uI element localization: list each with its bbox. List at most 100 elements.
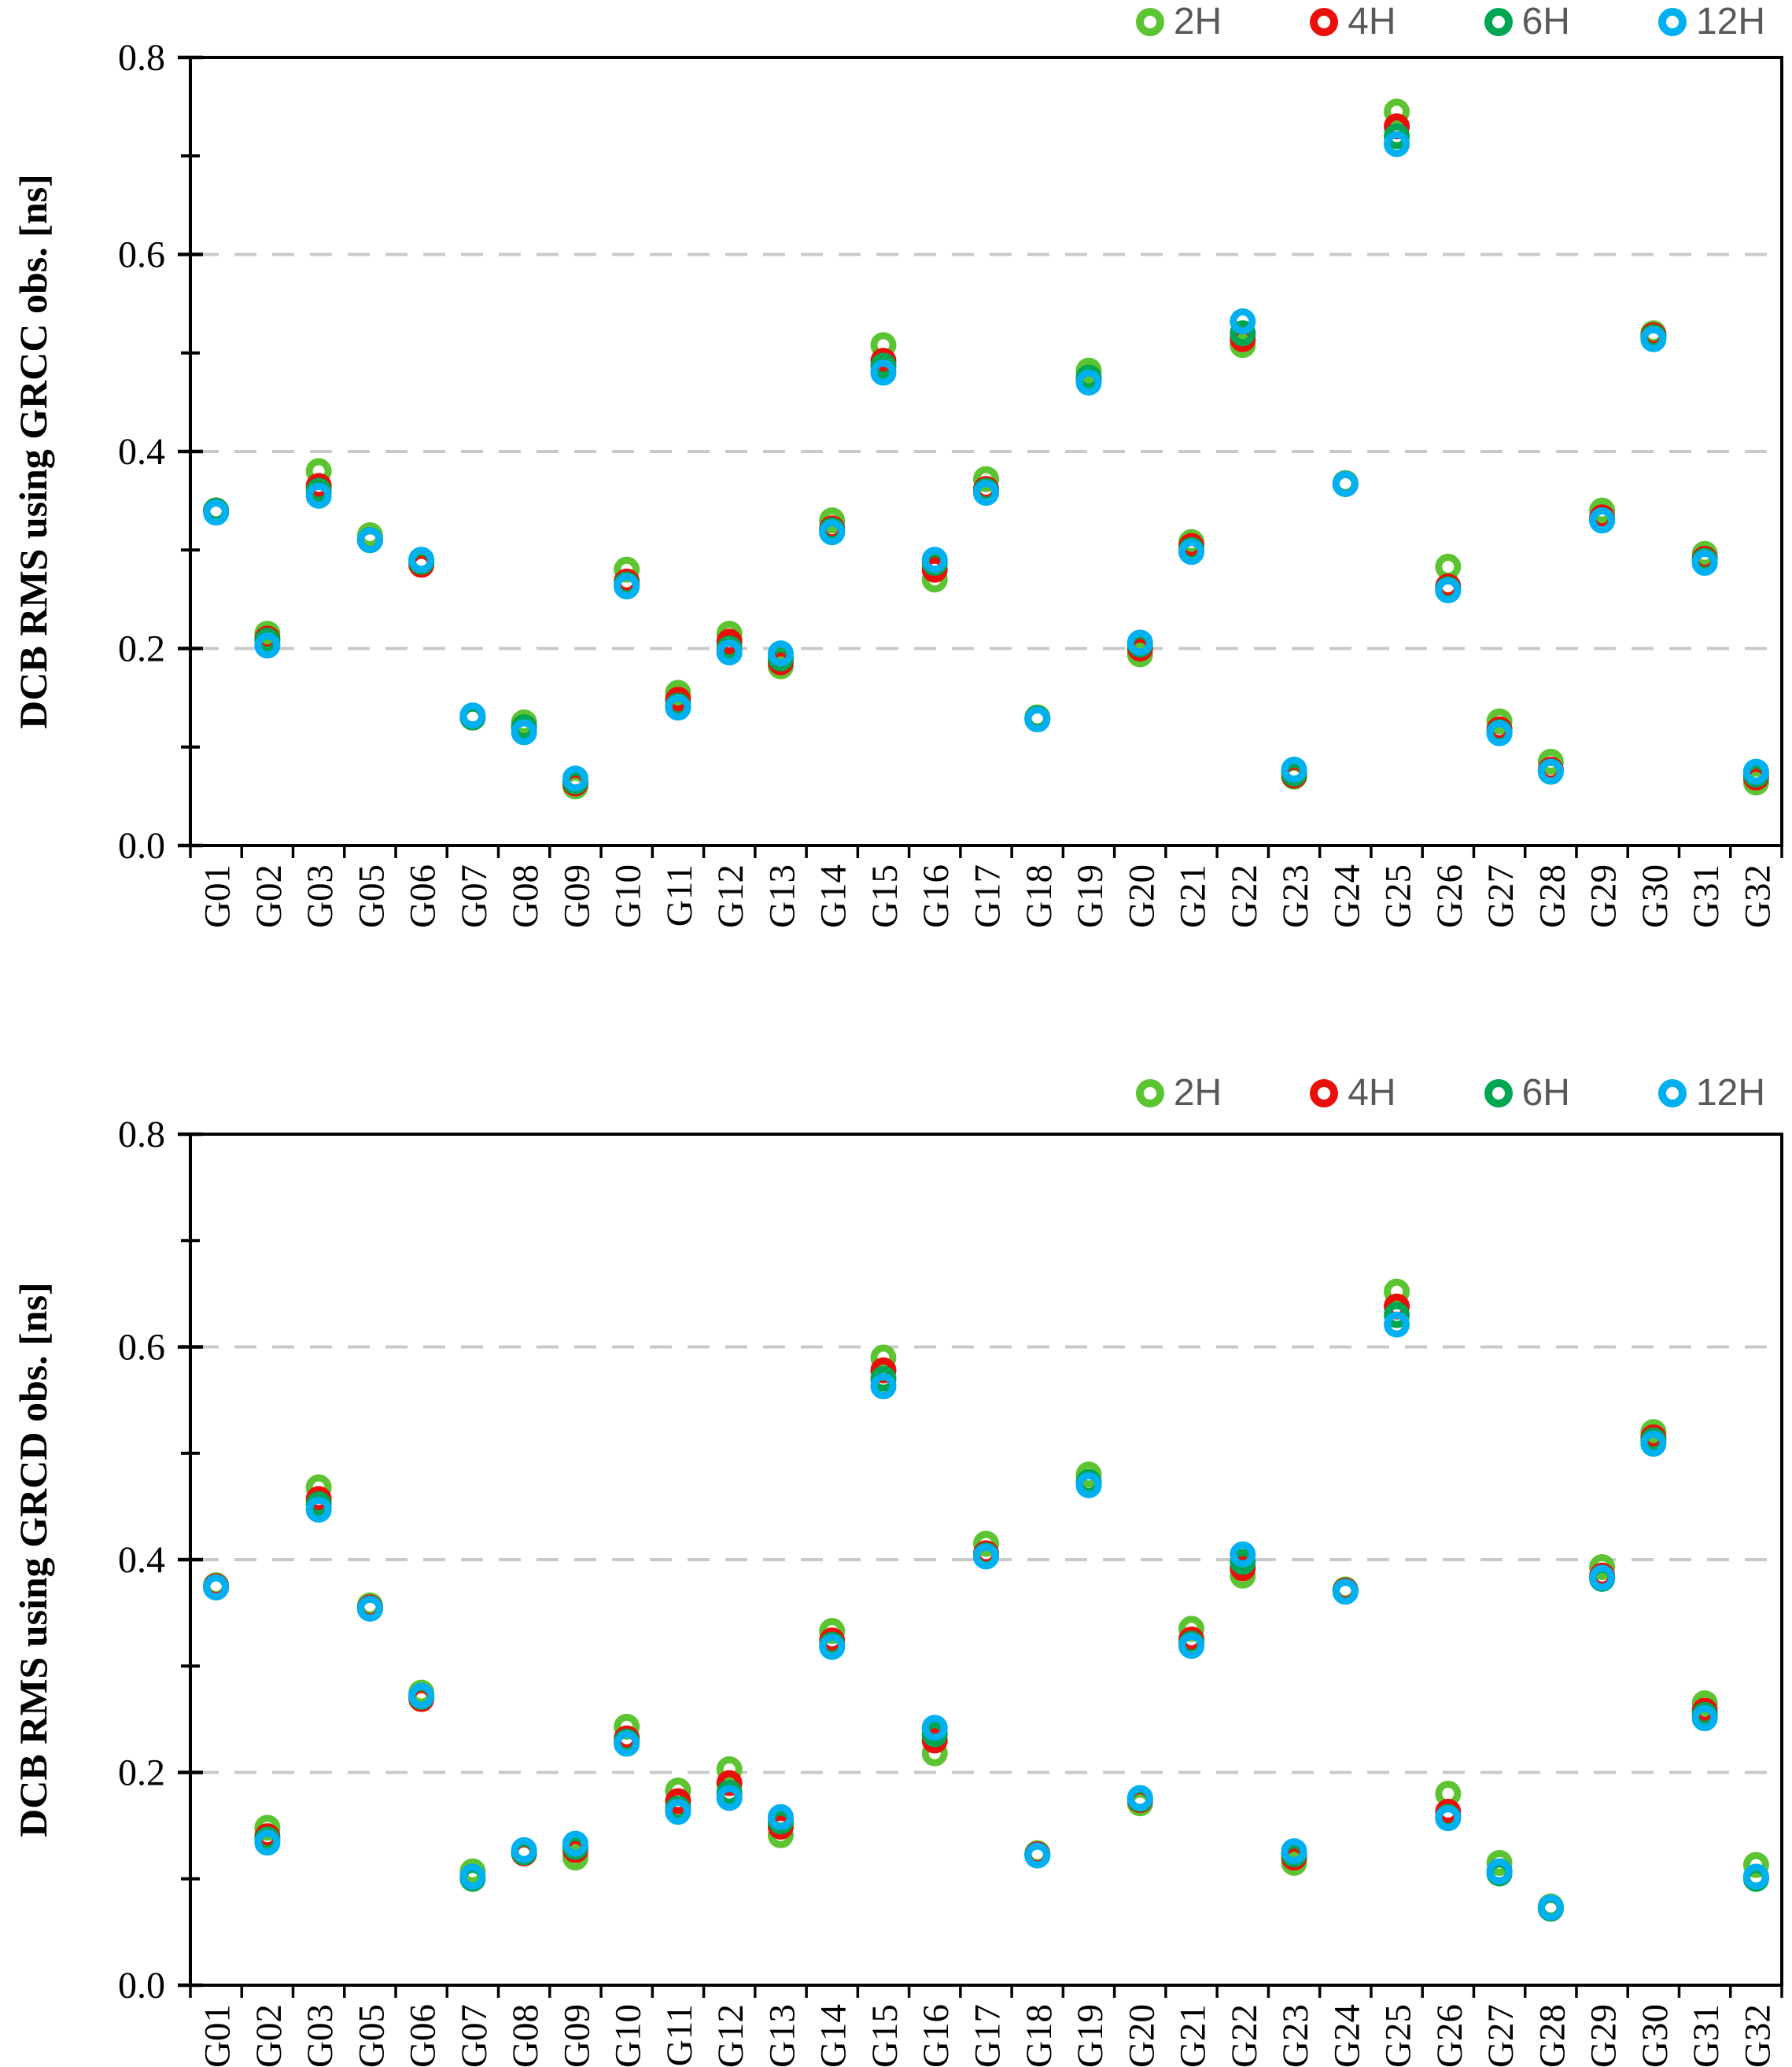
x-category-label: G03	[300, 2004, 341, 2067]
x-category-label: G14	[813, 2004, 854, 2067]
data-point-grcd-6h-g25	[1384, 1302, 1410, 1328]
x-category-label: G32	[1737, 2004, 1778, 2067]
data-point-grcd-12h-g03	[305, 1496, 332, 1523]
data-point-grcd-12h-g05	[356, 1595, 383, 1622]
x-category-label: G26	[1429, 864, 1470, 928]
x-category-label: G02	[249, 864, 289, 928]
data-point-grcc-12h-g29	[1589, 507, 1616, 534]
x-category-label: G06	[403, 2004, 444, 2067]
data-point-grcd-12h-g31	[1691, 1705, 1718, 1732]
y-tick-label: 0.0	[118, 825, 165, 867]
legend-item-12h: 12H	[1657, 1072, 1765, 1114]
x-category-label: G18	[1019, 864, 1060, 928]
ring-icon-6h	[1484, 8, 1513, 36]
x-category-label: G28	[1532, 864, 1573, 928]
data-point-grcc-12h-g03	[305, 482, 332, 509]
data-point-grcc-12h-g13	[767, 640, 794, 667]
data-point-grcc-12h-g08	[511, 719, 537, 746]
data-point-grcc-12h-g11	[665, 695, 691, 721]
x-category-label: G30	[1635, 864, 1676, 928]
x-category-label: G13	[761, 2004, 802, 2067]
data-point-grcd-12h-g07	[459, 1863, 486, 1890]
data-point-grcc-12h-g06	[408, 547, 435, 573]
x-category-label: G14	[813, 864, 854, 928]
x-category-label: G25	[1378, 864, 1419, 928]
data-point-grcd-12h-g02	[254, 1829, 281, 1856]
x-category-label: G08	[505, 2004, 546, 2067]
data-point-grcc-12h-g10	[614, 573, 640, 600]
data-point-grcd-12h-g01	[203, 1574, 230, 1601]
data-point-grcd-2h-g12	[716, 1756, 743, 1782]
legend-label-12h: 12H	[1695, 1072, 1765, 1114]
data-point-grcc-12h-g18	[1024, 706, 1051, 733]
data-point-grcc-12h-g01	[203, 499, 230, 526]
x-category-label: G16	[916, 864, 957, 928]
data-point-grcd-12h-g25	[1384, 1311, 1410, 1338]
x-category-label: G27	[1480, 2004, 1521, 2067]
y-tick-label: 0.6	[118, 234, 165, 276]
x-category-label: G16	[916, 2004, 957, 2067]
legend-grcc: 2H 4H 6H 12H	[1135, 1, 1765, 42]
y-tick-label: 0.2	[118, 1752, 165, 1794]
ring-icon-6h	[1484, 1079, 1513, 1107]
data-point-grcc-12h-g31	[1691, 550, 1718, 577]
x-category-label: G03	[300, 864, 341, 928]
data-point-grcd-2h-g32	[1742, 1851, 1769, 1878]
x-category-label: G08	[505, 864, 546, 928]
data-point-grcc-12h-g27	[1486, 720, 1513, 746]
x-category-label: G02	[249, 2004, 289, 2067]
data-point-grcd-12h-g19	[1075, 1472, 1102, 1498]
data-point-grcd-12h-g11	[665, 1799, 691, 1826]
x-category-label: G32	[1737, 864, 1778, 928]
x-category-label: G25	[1378, 2004, 1419, 2067]
x-category-label: G12	[710, 864, 751, 928]
legend-label-2h: 2H	[1173, 1072, 1222, 1114]
x-category-label: G31	[1686, 2004, 1727, 2067]
y-tick-label: 0.6	[118, 1327, 165, 1369]
legend-item-4h: 4H	[1310, 3, 1396, 41]
ring-icon-12h	[1657, 1079, 1687, 1107]
data-point-grcd-12h-g30	[1640, 1431, 1667, 1457]
data-point-grcd-12h-g21	[1178, 1633, 1205, 1660]
data-point-grcd-12h-g22	[1230, 1541, 1256, 1568]
x-category-label: G23	[1275, 2004, 1316, 2067]
x-category-label: G05	[351, 2004, 392, 2067]
x-category-label: G06	[403, 864, 444, 928]
data-point-grcd-12h-g18	[1024, 1842, 1051, 1869]
data-point-grcd-2h-g17	[973, 1531, 999, 1557]
x-category-label: G15	[865, 2004, 905, 2067]
data-point-grcc-12h-g12	[716, 639, 743, 666]
x-category-label: G10	[608, 2004, 649, 2067]
y-tick-label: 0.8	[118, 37, 165, 79]
legend-label-4h: 4H	[1348, 1, 1396, 42]
data-point-grcc-12h-g24	[1332, 470, 1359, 497]
data-point-grcd-12h-g10	[614, 1730, 640, 1757]
x-category-label: G22	[1224, 2004, 1265, 2067]
legend-label-6h: 6H	[1521, 1072, 1570, 1114]
x-category-label: G28	[1532, 2004, 1573, 2067]
data-point-grcc-12h-g20	[1126, 629, 1153, 656]
legend-label-12h: 12H	[1695, 1, 1765, 42]
data-point-grcc-12h-g14	[819, 519, 846, 546]
y-tick-label: 0.8	[118, 1114, 165, 1155]
legend-grcd: 2H 4H 6H 12H	[1135, 1072, 1765, 1114]
x-category-label: G24	[1326, 864, 1367, 928]
x-category-label: G17	[968, 2004, 1008, 2067]
legend-label-6h: 6H	[1521, 1, 1570, 42]
x-category-label: G18	[1019, 2004, 1060, 2067]
data-point-grcd-12h-g28	[1537, 1894, 1564, 1921]
data-point-grcd-12h-g15	[870, 1373, 897, 1400]
data-point-grcd-4h-g12	[716, 1770, 743, 1796]
data-point-grcd-12h-g14	[819, 1634, 846, 1660]
data-point-grcc-12h-g23	[1281, 757, 1307, 783]
data-point-grcc-12h-g15	[870, 359, 897, 386]
data-point-grcc-12h-g05	[356, 527, 383, 554]
data-point-grcc-12h-g02	[254, 632, 281, 659]
x-category-label: G26	[1429, 2004, 1470, 2067]
data-point-grcd-12h-g27	[1486, 1858, 1513, 1885]
data-point-grcc-12h-g25	[1384, 131, 1410, 157]
legend-item-2h: 2H	[1135, 3, 1222, 41]
ring-icon-2h	[1135, 1079, 1164, 1107]
x-category-label: G07	[454, 2004, 495, 2067]
